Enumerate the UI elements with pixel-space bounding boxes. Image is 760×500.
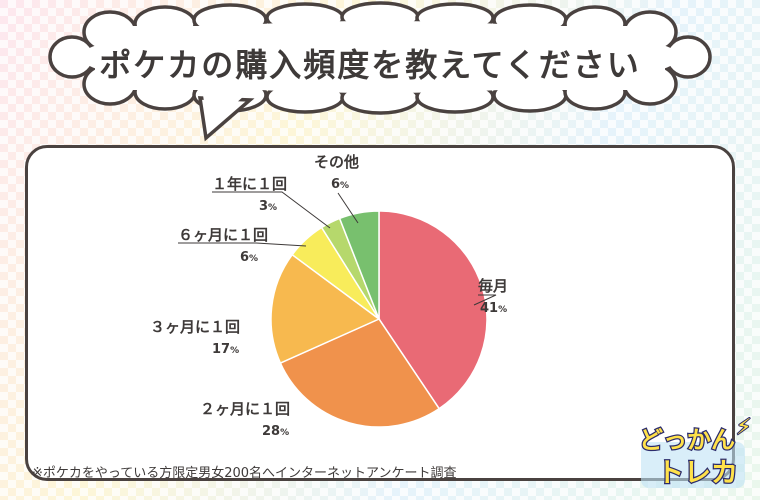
slice-value: 6% xyxy=(240,250,258,265)
leader-line xyxy=(473,294,497,306)
slice-label: ６ヶ月に１回 xyxy=(178,226,268,244)
slice-value: 17% xyxy=(212,342,239,357)
page-title: ポケカの購入頻度を教えてください xyxy=(99,46,641,84)
leader-line xyxy=(337,192,359,224)
pie-slice xyxy=(378,210,488,410)
survey-footnote: ※ポケカをやっている方限定男女200名へインターネットアンケート調査 xyxy=(32,466,457,481)
pie-slice xyxy=(270,253,381,365)
leader-line xyxy=(212,191,331,229)
title-speech-bubble xyxy=(48,1,712,142)
slice-label: 毎月 xyxy=(478,277,508,295)
svg-text:⚡: ⚡ xyxy=(736,415,751,440)
slice-value: 6% xyxy=(331,177,349,192)
slice-value: 41% xyxy=(480,301,507,316)
slice-label: ３ヶ月に１回 xyxy=(150,318,240,336)
svg-text:トレカ: トレカ xyxy=(657,458,738,489)
slice-label: その他 xyxy=(314,153,359,171)
slice-label: ２ヶ月に１回 xyxy=(200,400,290,418)
pie-slice xyxy=(338,210,380,320)
leader-line xyxy=(178,242,307,247)
slice-value: 28% xyxy=(262,424,289,439)
slice-label: １年に１回 xyxy=(212,175,287,193)
dokkan-toreka-logo: どっかん ⚡ トレカ xyxy=(638,414,751,490)
svg-text:どっかん: どっかん xyxy=(639,426,735,454)
slice-value: 3% xyxy=(259,199,277,214)
